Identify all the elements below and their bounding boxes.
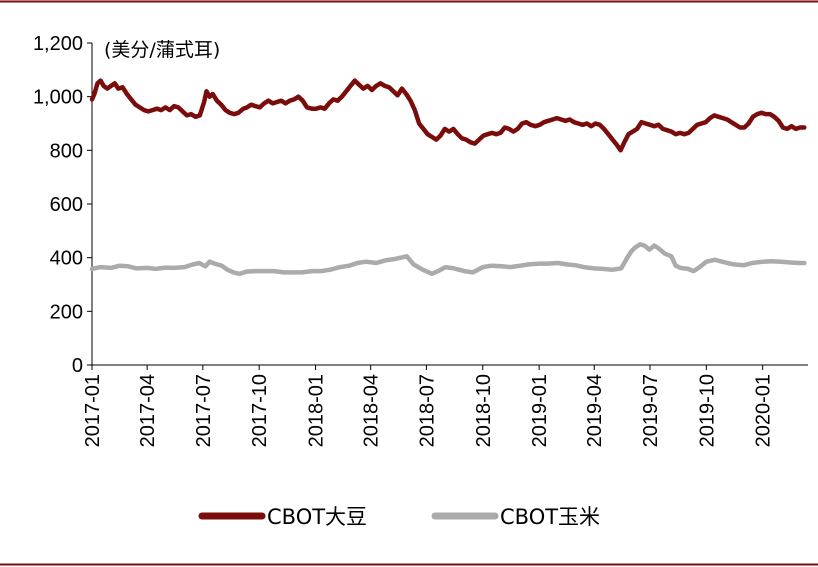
x-tick-label-4: 2018-01	[306, 374, 328, 447]
x-tick-label-8: 2019-01	[529, 374, 551, 447]
x-axis-ticks: 2017-01 2017-04 2017-07 2017-10 2018-01 2018-…	[82, 365, 775, 447]
y-axis-ticks: 0 200 400 600 800 1,000 1,200	[33, 33, 92, 377]
y-tick-label-3: 600	[50, 194, 83, 216]
x-tick-label-2: 2017-07	[193, 374, 215, 447]
x-tick-label-10: 2019-07	[640, 374, 662, 447]
x-tick-label-12: 2020-01	[753, 374, 775, 447]
unit-label: (美分/蒲式耳)	[104, 39, 220, 61]
legend-label-soybean: CBOT大豆	[267, 505, 367, 529]
x-tick-label-1: 2017-04	[137, 374, 159, 447]
x-tick-label-11: 2019-10	[696, 374, 718, 447]
x-tick-label-9: 2019-04	[584, 374, 606, 447]
legend-label-corn: CBOT玉米	[500, 505, 600, 529]
y-tick-label-5: 1,000	[33, 87, 83, 109]
x-tick-label-6: 2018-07	[416, 374, 438, 447]
x-tick-label-7: 2018-10	[473, 374, 495, 447]
y-tick-label-6: 1,200	[33, 33, 83, 55]
series-lines	[89, 78, 807, 277]
y-tick-label-2: 400	[50, 248, 83, 270]
series-line-0	[89, 78, 807, 153]
y-tick-label-4: 800	[50, 140, 83, 162]
x-tick-label-0: 2017-01	[82, 374, 104, 447]
x-tick-label-5: 2018-04	[361, 374, 383, 447]
x-tick-label-3: 2017-10	[249, 374, 271, 447]
legend: CBOT大豆 CBOT玉米	[198, 505, 600, 529]
series-line-1	[89, 242, 807, 277]
y-tick-label-1: 200	[50, 301, 83, 323]
y-tick-label-0: 0	[72, 355, 83, 377]
